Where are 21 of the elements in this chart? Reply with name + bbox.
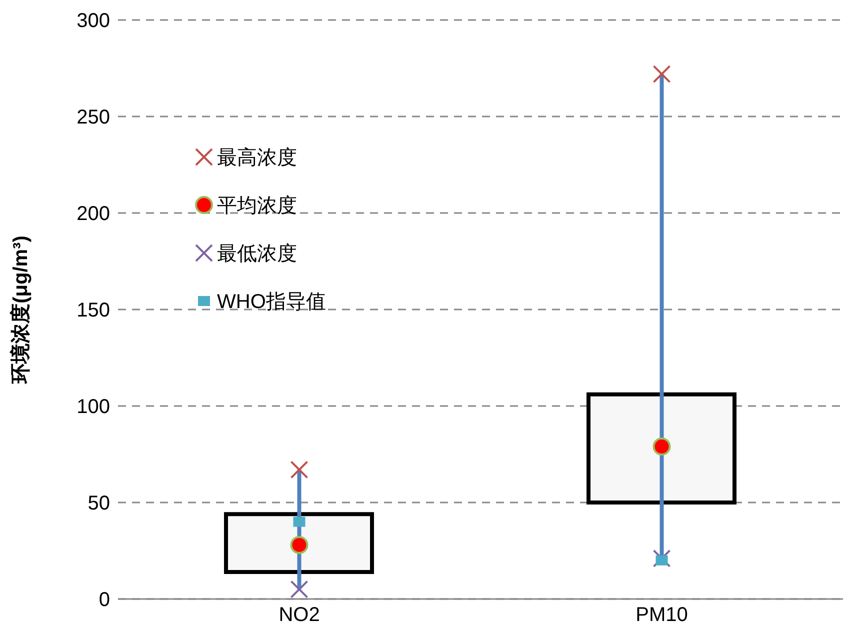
point (656, 555, 668, 566)
legend-label: 平均浓度 (217, 194, 297, 218)
y-tick-label: 250 (76, 106, 110, 129)
point (290, 536, 308, 554)
x-tick-label: PM10 (636, 604, 688, 626)
y-tick-label: 50 (88, 492, 110, 515)
point (293, 516, 306, 527)
y-tick-label: 100 (76, 396, 110, 418)
point (652, 438, 671, 456)
y-tick-label: 200 (76, 203, 110, 226)
legend-label: 最低浓度 (217, 242, 297, 266)
y-tick-label: 0 (98, 589, 110, 612)
legend-label: WHO指导值 (217, 290, 326, 314)
point (290, 580, 308, 598)
x-tick-label: NO2 (278, 604, 320, 626)
y-tick-label: 300 (76, 10, 110, 32)
y-tick-label: 150 (76, 300, 110, 322)
point (652, 65, 671, 84)
y-axis-title: 环境浓度(μg/m³) (9, 236, 32, 384)
legend-label: 最高浓度 (217, 146, 297, 170)
point (290, 460, 308, 479)
